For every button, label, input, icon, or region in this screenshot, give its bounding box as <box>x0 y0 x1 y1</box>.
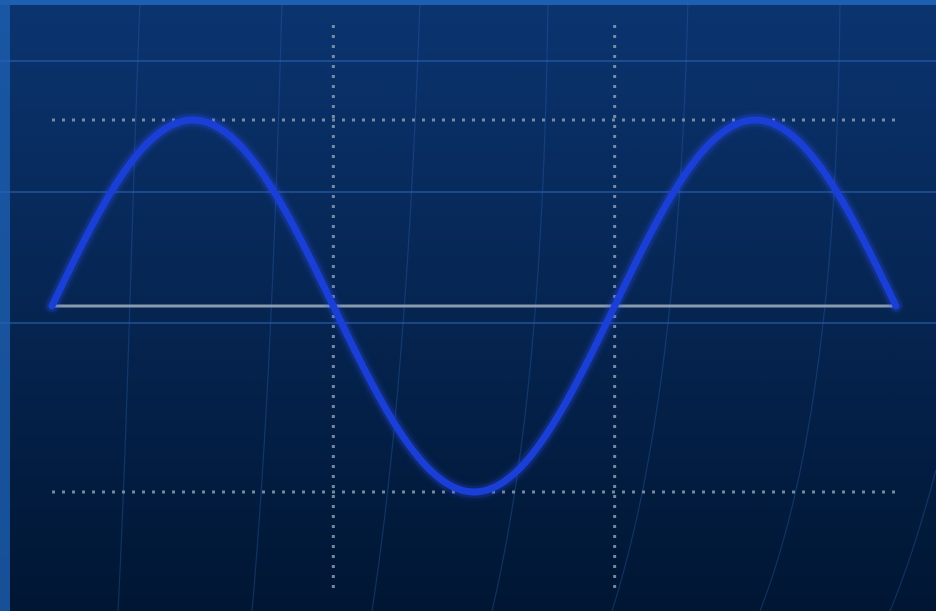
backdrop-curve-6 <box>759 0 841 611</box>
frame-left-edge <box>0 0 10 611</box>
backdrop-curve-4 <box>491 0 549 611</box>
backdrop-curve-5 <box>611 0 689 611</box>
backdrop-curve-3 <box>371 0 421 611</box>
backdrop-curve-7 <box>889 469 936 611</box>
backdrop-curve-1 <box>117 0 141 611</box>
sine-wave-series <box>48 116 900 496</box>
backdrop-curve-2 <box>251 0 283 611</box>
frame-top-edge <box>0 0 936 5</box>
